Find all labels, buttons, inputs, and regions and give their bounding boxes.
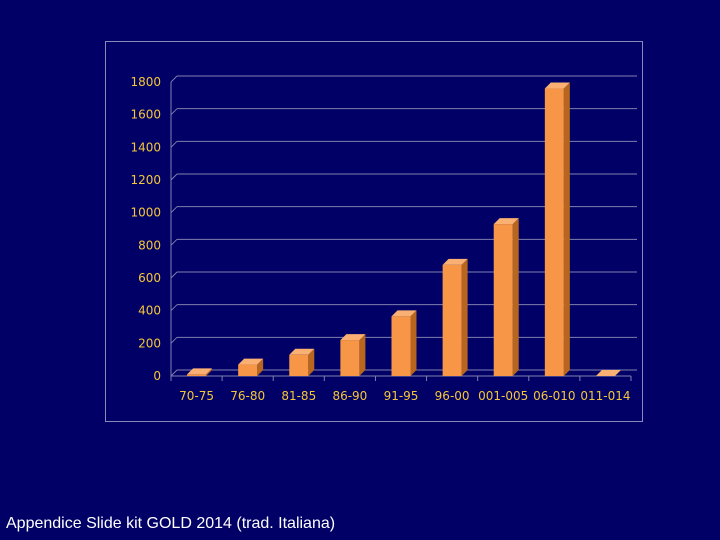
- y-tick-label: 400: [138, 304, 161, 318]
- y-tick-label: 800: [138, 238, 161, 252]
- bar-side: [257, 358, 264, 376]
- x-tick-label: 91-95: [384, 389, 419, 403]
- bar: [187, 374, 207, 376]
- y-tick-label: 200: [138, 336, 161, 350]
- bar: [391, 316, 411, 376]
- gridline-side: [170, 238, 178, 246]
- bar: [238, 364, 258, 376]
- bar: [340, 340, 360, 376]
- bar: [544, 88, 564, 377]
- bar: [493, 224, 513, 376]
- bar-side: [512, 218, 519, 376]
- y-tick-label: 1000: [130, 206, 161, 220]
- bar-side: [206, 368, 213, 376]
- bar-side: [563, 82, 570, 377]
- gridline-side: [170, 304, 178, 312]
- bar-side: [308, 348, 315, 376]
- y-tick-label: 1200: [130, 173, 161, 187]
- x-tick-label: 06-010: [533, 389, 576, 403]
- bar-side: [461, 258, 468, 376]
- y-tick-label: 1600: [130, 108, 161, 122]
- bar-top: [340, 334, 366, 341]
- y-tick-label: 1400: [130, 140, 161, 154]
- bar-top: [187, 368, 213, 375]
- gridline-side: [170, 369, 178, 377]
- bar-top: [442, 258, 468, 265]
- gridline-side: [170, 336, 178, 344]
- gridline-side: [170, 140, 178, 148]
- x-tick-label: 96-00: [435, 389, 470, 403]
- bar-top: [544, 82, 570, 89]
- chart-frame: 0 200 400 600 800 1000 1200 1400 1600 1800 70-75 76…: [105, 41, 643, 422]
- bar-top: [493, 218, 519, 225]
- gridline-side: [170, 271, 178, 279]
- gridline-side: [170, 206, 178, 214]
- x-tick-label: 001-005: [478, 389, 528, 403]
- y-tick-label: 0: [153, 369, 161, 383]
- x-tick-label: 76-80: [230, 389, 265, 403]
- footer-caption: Appendice Slide kit GOLD 2014 (trad. Ita…: [6, 515, 336, 532]
- x-tick-label: 86-90: [332, 389, 367, 403]
- x-tick-label: 70-75: [179, 389, 214, 403]
- bar: [289, 354, 309, 376]
- x-tick-label: 011-014: [580, 389, 630, 403]
- gridline-side: [170, 173, 178, 181]
- bar-top: [238, 358, 264, 365]
- y-tick-label: 1800: [130, 75, 161, 89]
- bar-top: [595, 370, 621, 376]
- bar: [442, 264, 462, 376]
- bar-side: [359, 334, 366, 376]
- gridline-side: [170, 75, 178, 83]
- gridline-side: [170, 108, 178, 116]
- bar-chart: 0 200 400 600 800 1000 1200 1400 1600 1800 70-75 76…: [130, 75, 637, 403]
- x-tick-label: 81-85: [281, 389, 316, 403]
- bar-side: [410, 310, 417, 376]
- bar-top: [289, 348, 315, 355]
- bar-top: [391, 310, 417, 317]
- y-tick-label: 600: [138, 271, 161, 285]
